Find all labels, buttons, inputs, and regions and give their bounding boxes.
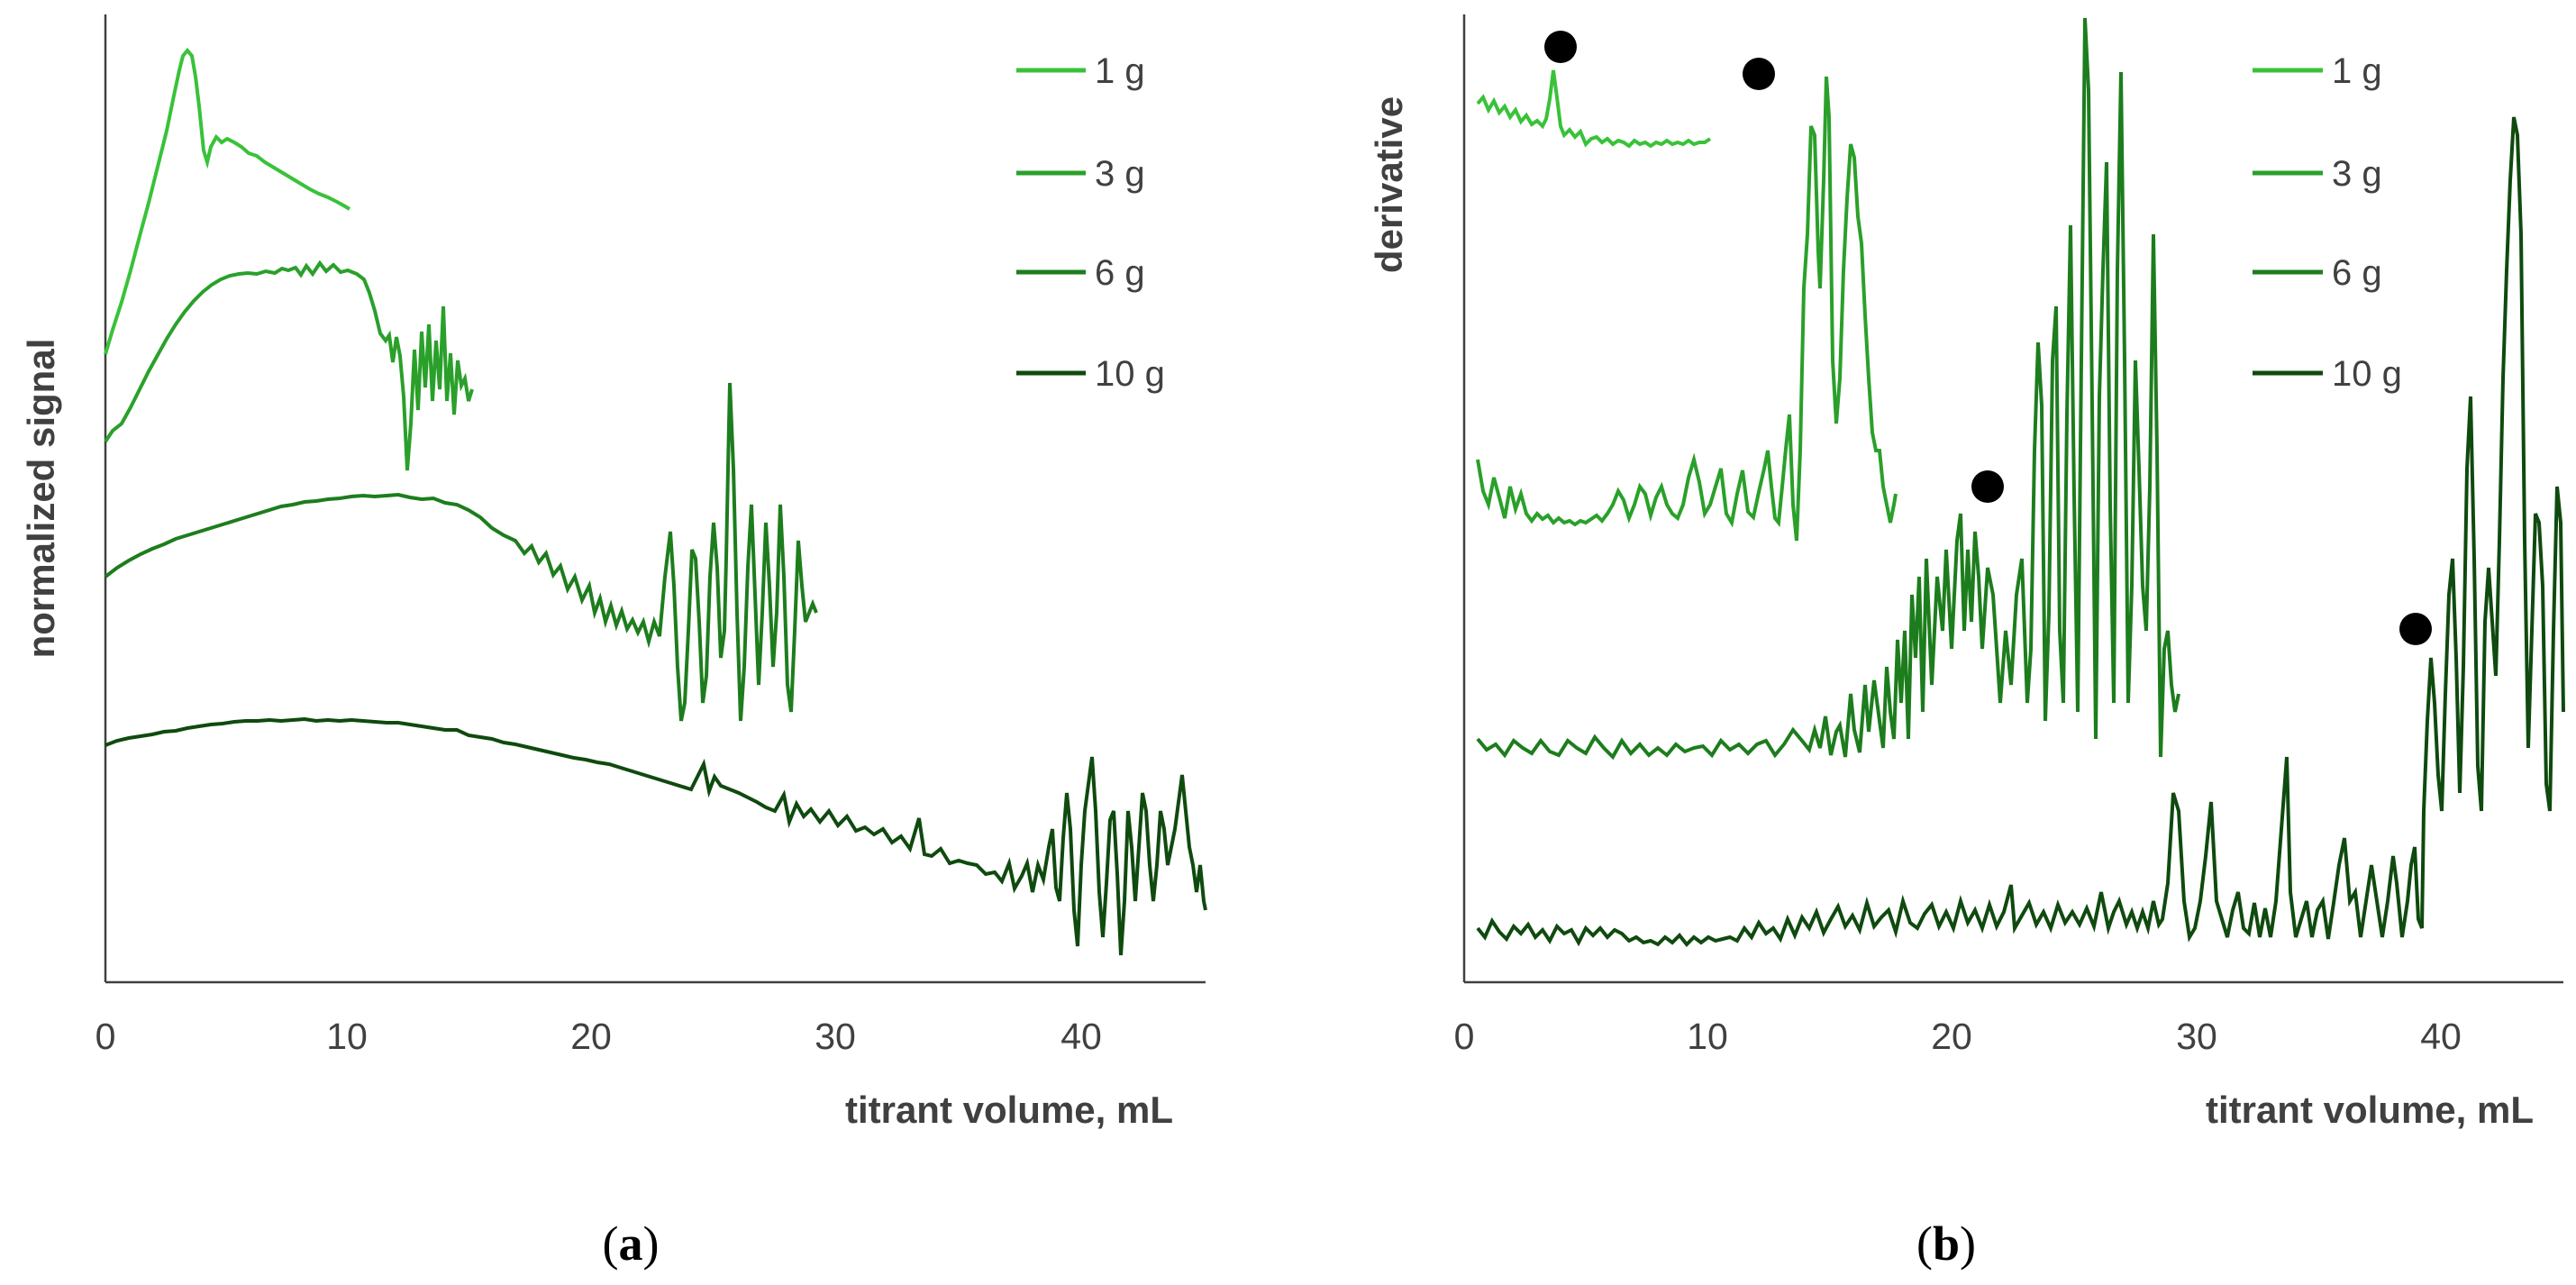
panel-b-legend-label-10g: 10 g [2332,354,2402,394]
panel-a-legend-label-1g: 1 g [1095,51,1145,91]
panel-b-series-1g-line [1476,69,1712,149]
panel-b-x-tick-40: 40 [2420,1016,2462,1057]
panel-b-x-tick-10: 10 [1687,1016,1728,1057]
panel-a-series-10g-line [105,716,1207,956]
panel-b-series-10g-line [1476,116,2565,947]
panel-b-caption: (b) [1916,1217,1976,1271]
panel-b-caption-letter: b [1933,1217,1960,1271]
panel-a-x-tick-10: 10 [326,1016,368,1057]
panel-b-legend-label-6g: 6 g [2332,253,2382,293]
panel-b-x-tick-30: 30 [2176,1016,2217,1057]
panel-a-legend-label-3g: 3 g [1095,154,1145,194]
panel-a-x-axis-label: titrant volume, mL [845,1089,1173,1131]
panel-b-legend-label-1g: 1 g [2332,51,2382,91]
panel-a-series-1g-line [104,47,351,355]
panel-a-x-tick-0: 0 [96,1016,116,1057]
panel-a-x-tick-40: 40 [1060,1016,1102,1057]
panel-b-x-tick-20: 20 [1931,1016,1972,1057]
panel-b-equivalence-marker-2 [1743,58,1775,90]
panel-a-series-3g-line [104,260,474,471]
panel-b-y-axis-label: derivative [1368,96,1410,273]
panel-a-x-tick-20: 20 [570,1016,612,1057]
panel-b-x-axis-label: titrant volume, mL [2206,1089,2534,1131]
panel-b-equivalence-marker-1 [1544,31,1577,63]
panel-a-caption: (a) [603,1217,660,1271]
panel-a-caption-letter: a [619,1217,643,1271]
panel-a-chart: normalized signal 0 10 20 30 40 titrant … [20,14,1207,1271]
panel-a-y-axis-label: normalized signal [20,339,62,659]
panel-b-equivalence-marker-4 [2399,613,2432,645]
panel-b-x-tick-0: 0 [1454,1016,1475,1057]
panel-b-series-6g-line [1476,17,2180,761]
panel-b-series-3g-line [1476,76,1898,542]
panel-b-equivalence-marker-3 [1971,470,2004,503]
panel-b-legend-label-3g: 3 g [2332,154,2382,194]
panel-b-chart: derivative 0 10 20 30 40 titrant volume,… [1368,14,2565,1271]
panel-a-series-6g-line [104,382,818,722]
panel-a-legend-label-6g: 6 g [1095,253,1145,293]
panel-a-legend-label-10g: 10 g [1095,354,1165,394]
panel-a-x-tick-30: 30 [815,1016,856,1057]
